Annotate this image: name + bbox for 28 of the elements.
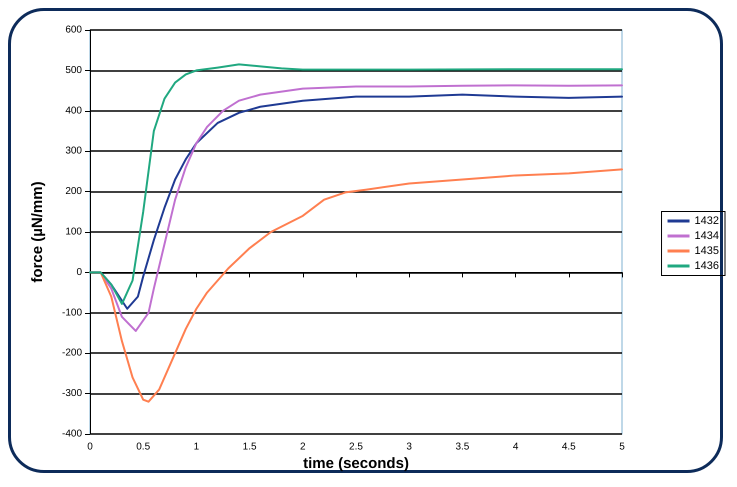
x-tick-label: 2 bbox=[300, 442, 306, 452]
x-tick-label: 0.5 bbox=[136, 442, 151, 452]
x-tick-label: 4.5 bbox=[562, 442, 576, 452]
y-tick-label: 600 bbox=[65, 24, 82, 36]
legend-label: 1434 bbox=[694, 230, 720, 242]
x-axis-title: time (seconds) bbox=[303, 455, 409, 472]
x-tick-label: 1.5 bbox=[242, 442, 257, 452]
y-axis-title: force (µN/mm) bbox=[29, 181, 46, 283]
x-tick-label: 0 bbox=[87, 442, 94, 452]
y-tick-label: 300 bbox=[65, 146, 82, 157]
y-tick-label: -400 bbox=[62, 428, 82, 440]
y-tick-label: 200 bbox=[65, 186, 82, 198]
x-tick-label: 1 bbox=[194, 442, 200, 452]
x-tick-label: 5 bbox=[619, 442, 626, 452]
y-tick-label: -300 bbox=[62, 388, 82, 400]
y-tick-label: -100 bbox=[62, 307, 82, 318]
legend-label: 1435 bbox=[694, 245, 720, 257]
y-tick-label: 0 bbox=[76, 266, 82, 278]
x-tick-label: 2.5 bbox=[349, 442, 364, 452]
y-tick-label: -200 bbox=[62, 348, 82, 359]
y-tick-label: 400 bbox=[65, 105, 82, 116]
y-tick-label: 500 bbox=[65, 64, 82, 76]
legend-label: 1436 bbox=[694, 260, 720, 272]
x-tick-label: 4 bbox=[512, 442, 519, 452]
y-tick-label: 100 bbox=[65, 226, 82, 238]
x-tick-label: 3 bbox=[406, 442, 412, 452]
x-tick-label: 3.5 bbox=[455, 442, 470, 452]
legend-label: 1432 bbox=[694, 215, 720, 227]
